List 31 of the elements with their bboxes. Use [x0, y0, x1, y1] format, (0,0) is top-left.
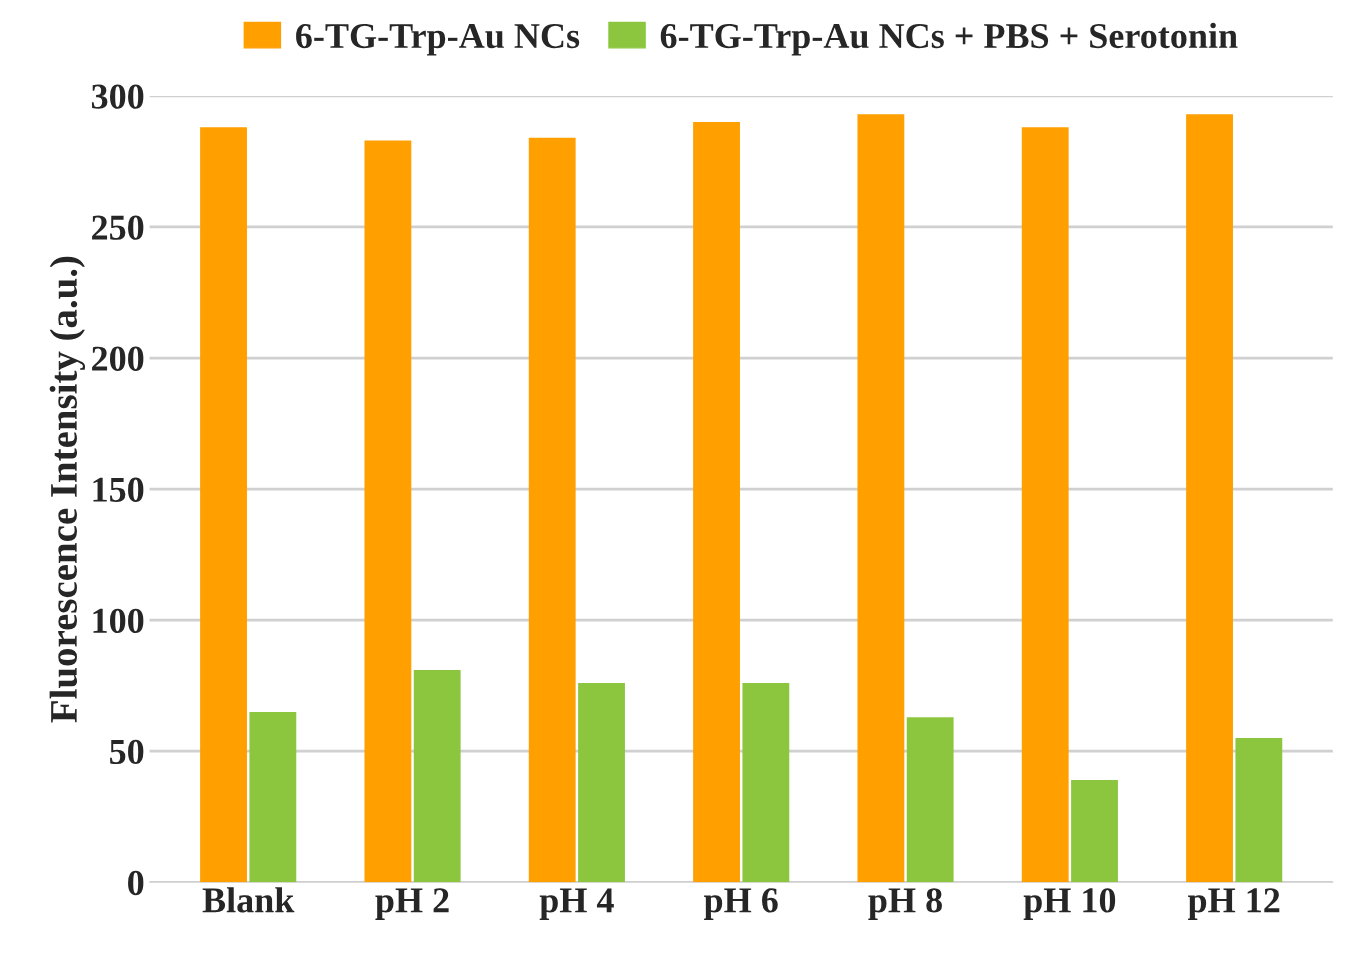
- y-tick-label: 300: [91, 84, 144, 109]
- bar: [1235, 738, 1283, 883]
- bar: [1021, 127, 1069, 883]
- x-tick-label: pH 4: [539, 888, 614, 920]
- bar: [693, 122, 740, 883]
- bar: [578, 683, 625, 883]
- x-tick-label: pH 12: [1188, 888, 1280, 920]
- y-tick-label: 150: [93, 477, 144, 502]
- y-tick-label: 50: [110, 739, 144, 765]
- bar: [1071, 780, 1118, 883]
- bar: [857, 114, 905, 883]
- bar: [249, 711, 297, 883]
- y-tick-label: 200: [92, 346, 144, 371]
- bar: [413, 669, 461, 883]
- bar: [528, 137, 576, 883]
- legend-label: 6-TG-Trp-Au NCs: [296, 23, 580, 56]
- x-tick-label: pH 6: [704, 888, 778, 920]
- x-tick-label: pH 8: [868, 888, 942, 920]
- y-tick-label: 0: [128, 870, 144, 896]
- y-axis-title: Fluorescence Intensity (a.u.): [49, 256, 86, 723]
- y-tick-label: 100: [93, 608, 144, 634]
- bar: [364, 140, 412, 883]
- x-tick-label: Blank: [202, 887, 295, 913]
- bar: [200, 127, 247, 883]
- bar: [1186, 114, 1233, 883]
- y-tick-label: 250: [92, 215, 144, 240]
- x-tick-label: pH 10: [1023, 888, 1116, 920]
- bar: [906, 717, 954, 883]
- x-tick-label: pH 2: [375, 888, 449, 920]
- bar: [742, 683, 790, 883]
- legend-label: 6-TG-Trp-Au NCs + PBS + Serotonin: [660, 22, 1238, 56]
